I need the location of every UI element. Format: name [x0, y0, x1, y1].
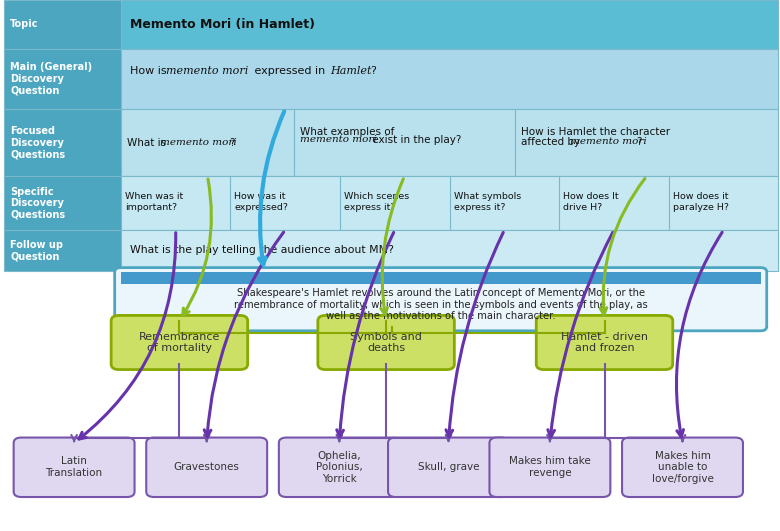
- Text: Hamlet: Hamlet: [330, 66, 371, 76]
- Text: ?: ?: [370, 66, 377, 76]
- Text: What is: What is: [127, 138, 169, 148]
- Text: Memento Mori (in Hamlet): Memento Mori (in Hamlet): [130, 18, 315, 31]
- Text: Ophelia,
Polonius,
Yorrick: Ophelia, Polonius, Yorrick: [316, 451, 363, 484]
- FancyBboxPatch shape: [4, 230, 121, 271]
- Text: Topic: Topic: [10, 20, 39, 29]
- Text: Which scenes: Which scenes: [344, 192, 410, 201]
- Text: ?: ?: [229, 138, 235, 148]
- Text: How does It: How does It: [563, 192, 619, 201]
- Text: memento mori: memento mori: [300, 135, 377, 144]
- FancyBboxPatch shape: [318, 315, 454, 370]
- Text: Follow up
Question: Follow up Question: [10, 239, 63, 261]
- Text: memento mori: memento mori: [166, 66, 248, 76]
- Text: When was it: When was it: [125, 192, 183, 201]
- Text: How is: How is: [130, 66, 170, 76]
- Text: memento mori: memento mori: [570, 137, 647, 146]
- Text: express it?: express it?: [454, 203, 505, 212]
- FancyBboxPatch shape: [121, 272, 760, 284]
- Text: drive H?: drive H?: [563, 203, 602, 212]
- FancyBboxPatch shape: [537, 315, 672, 370]
- FancyBboxPatch shape: [4, 176, 121, 230]
- FancyBboxPatch shape: [13, 438, 134, 497]
- FancyBboxPatch shape: [121, 49, 778, 109]
- Text: express it?: express it?: [344, 203, 395, 212]
- Text: Latin
Translation: Latin Translation: [45, 457, 103, 478]
- Text: Makes him take
revenge: Makes him take revenge: [509, 457, 590, 478]
- Text: Hamlet - driven
and frozen: Hamlet - driven and frozen: [561, 332, 648, 353]
- Text: Makes him
unable to
love/forgive: Makes him unable to love/forgive: [651, 451, 714, 484]
- FancyBboxPatch shape: [388, 438, 509, 497]
- FancyBboxPatch shape: [490, 438, 610, 497]
- Text: What symbols: What symbols: [454, 192, 521, 201]
- FancyBboxPatch shape: [121, 109, 778, 176]
- Text: What examples of: What examples of: [300, 127, 398, 137]
- Text: Skull, grave: Skull, grave: [418, 463, 479, 472]
- Text: How was it: How was it: [234, 192, 286, 201]
- Text: What is the play telling the audience about MM?: What is the play telling the audience ab…: [130, 245, 394, 255]
- Text: Specific
Discovery
Questions: Specific Discovery Questions: [10, 186, 66, 220]
- FancyBboxPatch shape: [121, 176, 778, 230]
- FancyBboxPatch shape: [4, 49, 121, 109]
- Text: memento mori: memento mori: [160, 138, 236, 147]
- Text: ?: ?: [636, 136, 642, 147]
- FancyBboxPatch shape: [4, 0, 121, 49]
- Text: Gravestones: Gravestones: [174, 463, 239, 472]
- FancyBboxPatch shape: [112, 315, 248, 370]
- Text: Shakespeare's Hamlet revolves around the Latin concept of Memento Mori, or the
r: Shakespeare's Hamlet revolves around the…: [234, 288, 647, 321]
- Text: expressed?: expressed?: [234, 203, 289, 212]
- Text: important?: important?: [125, 203, 177, 212]
- FancyBboxPatch shape: [121, 0, 778, 49]
- Text: affected by: affected by: [521, 136, 583, 147]
- Text: paralyze H?: paralyze H?: [672, 203, 729, 212]
- FancyBboxPatch shape: [278, 438, 399, 497]
- FancyBboxPatch shape: [115, 268, 767, 331]
- Text: How does it: How does it: [672, 192, 729, 201]
- Text: How is Hamlet the character: How is Hamlet the character: [521, 127, 670, 137]
- Text: Remembrance
of mortality: Remembrance of mortality: [139, 332, 220, 353]
- FancyBboxPatch shape: [147, 438, 267, 497]
- Text: Main (General)
Discovery
Question: Main (General) Discovery Question: [10, 62, 92, 96]
- FancyBboxPatch shape: [4, 109, 121, 176]
- Text: Symbols and
deaths: Symbols and deaths: [350, 332, 422, 353]
- FancyBboxPatch shape: [121, 230, 778, 271]
- Text: expressed in: expressed in: [251, 66, 329, 76]
- Text: exist in the play?: exist in the play?: [369, 135, 461, 145]
- FancyBboxPatch shape: [622, 438, 743, 497]
- Text: Focused
Discovery
Questions: Focused Discovery Questions: [10, 126, 66, 159]
